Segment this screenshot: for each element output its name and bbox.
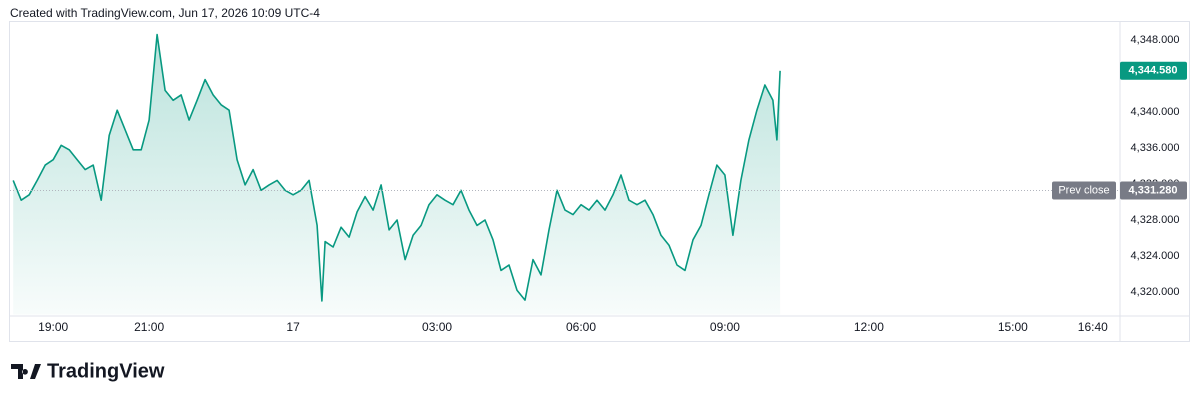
x-tick-label: 09:00 (710, 320, 740, 334)
plot (10, 33, 1120, 315)
x-tick-label: 21:00 (134, 320, 164, 334)
x-tick-label: 06:00 (566, 320, 596, 334)
prev-close-name: Prev close (1058, 184, 1109, 196)
last-price-label: 4,344.580 (1129, 65, 1178, 77)
last-price-box (1120, 61, 1187, 80)
x-tick-label: 19:00 (38, 320, 68, 334)
x-tick-label: 12:00 (854, 320, 884, 334)
brand-logo (11, 364, 41, 379)
y-tick-label: 4,340.000 (1131, 106, 1180, 118)
prev-close-value-box (1120, 181, 1187, 200)
prev-close-name-box (1052, 181, 1116, 200)
price-line (12, 33, 781, 302)
x-tick-label: 17 (286, 320, 300, 334)
header-title: Created with TradingView.com, Jun 17, 20… (10, 6, 320, 20)
x-tick-label: 15:00 (998, 320, 1028, 334)
y-tick-label: 4,320.000 (1131, 286, 1180, 298)
y-tick-label: 4,336.000 (1131, 142, 1180, 154)
chart-frame (9, 21, 1190, 342)
y-tick-label: 4,324.000 (1131, 250, 1180, 262)
area-fill (13, 34, 781, 315)
y-tick-label: 4,348.000 (1131, 34, 1180, 46)
brand-name: TradingView (47, 360, 165, 382)
x-tick-label: 16:40 (1078, 320, 1108, 334)
x-tick-label: 03:00 (422, 320, 452, 334)
prev-close-value: 4,331.280 (1129, 184, 1178, 196)
y-tick-label: 4,328.000 (1131, 214, 1180, 226)
